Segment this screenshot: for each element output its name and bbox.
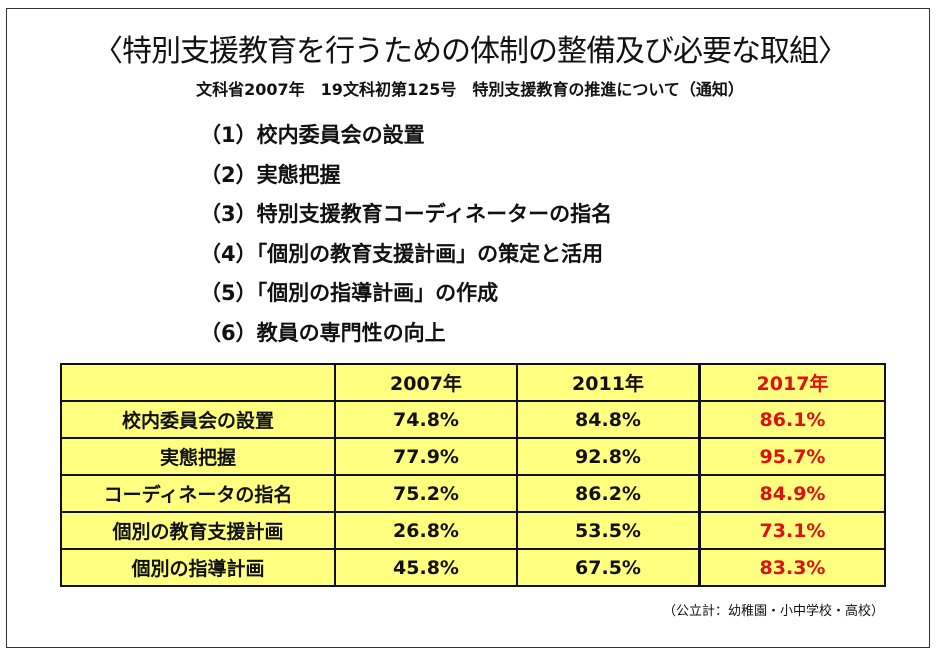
requirements-list: （1）校内委員会の設置 （2）実態把握 （3）特別支援教育コーディネーターの指名… xyxy=(200,116,612,353)
subtitle: 文科省2007年 19文科初第125号 特別支援教育の推進について（通知） xyxy=(196,80,744,99)
cell: 73.1% xyxy=(698,511,886,550)
cell: 83.3% xyxy=(698,548,886,587)
cell: 77.9% xyxy=(334,437,518,476)
table-row: 実態把握 77.9% 92.8% 95.7% xyxy=(60,437,886,476)
list-item: （3）特別支援教育コーディネーターの指名 xyxy=(200,202,613,226)
row-label: 校内委員会の設置 xyxy=(60,400,336,439)
cell: 53.5% xyxy=(516,511,701,550)
cell: 86.2% xyxy=(516,474,701,513)
cell: 67.5% xyxy=(516,548,701,587)
header-cell: 2011年 xyxy=(516,363,701,402)
stats-table: 2007年 2011年 2017年 校内委員会の設置 74.8% 84.8% 8… xyxy=(60,363,886,587)
row-label: 実態把握 xyxy=(60,437,336,476)
cell: 74.8% xyxy=(334,400,518,439)
row-label: 個別の指導計画 xyxy=(60,548,336,587)
list-item: （2）実態把握 xyxy=(200,162,341,187)
row-label: コーディネータの指名 xyxy=(60,474,336,513)
cell: 45.8% xyxy=(334,548,518,587)
cell: 75.2% xyxy=(334,474,518,513)
cell: 95.7% xyxy=(698,437,886,476)
header-cell: 2017年 xyxy=(698,363,886,402)
cell: 86.1% xyxy=(698,400,886,439)
row-label: 個別の教育支援計画 xyxy=(60,511,336,550)
table-header-row: 2007年 2011年 2017年 xyxy=(60,363,886,402)
cell: 84.9% xyxy=(698,474,886,513)
slide-frame xyxy=(6,8,930,648)
list-item: （1）校内委員会の設置 xyxy=(200,123,425,147)
table-row: 個別の教育支援計画 26.8% 53.5% 73.1% xyxy=(60,511,886,550)
header-cell xyxy=(60,363,336,402)
list-item: （5）「個別の指導計画」の作成 xyxy=(200,281,499,305)
cell: 84.8% xyxy=(516,400,701,439)
footnote: （公立計：幼稚園・小中学校・高校） xyxy=(662,604,884,619)
cell: 92.8% xyxy=(516,437,701,476)
list-item: （6）教員の専門性の向上 xyxy=(200,320,446,345)
list-item: （4）「個別の教育支援計画」の策定と活用 xyxy=(200,241,604,266)
table-row: コーディネータの指名 75.2% 86.2% 84.9% xyxy=(60,474,886,513)
table-row: 校内委員会の設置 74.8% 84.8% 86.1% xyxy=(60,400,886,439)
page-title: 〈特別支援教育を行うための体制の整備及び必要な取組〉 xyxy=(93,34,848,69)
header-cell: 2007年 xyxy=(334,363,518,402)
cell: 26.8% xyxy=(334,511,518,550)
table-row: 個別の指導計画 45.8% 67.5% 83.3% xyxy=(60,548,886,587)
